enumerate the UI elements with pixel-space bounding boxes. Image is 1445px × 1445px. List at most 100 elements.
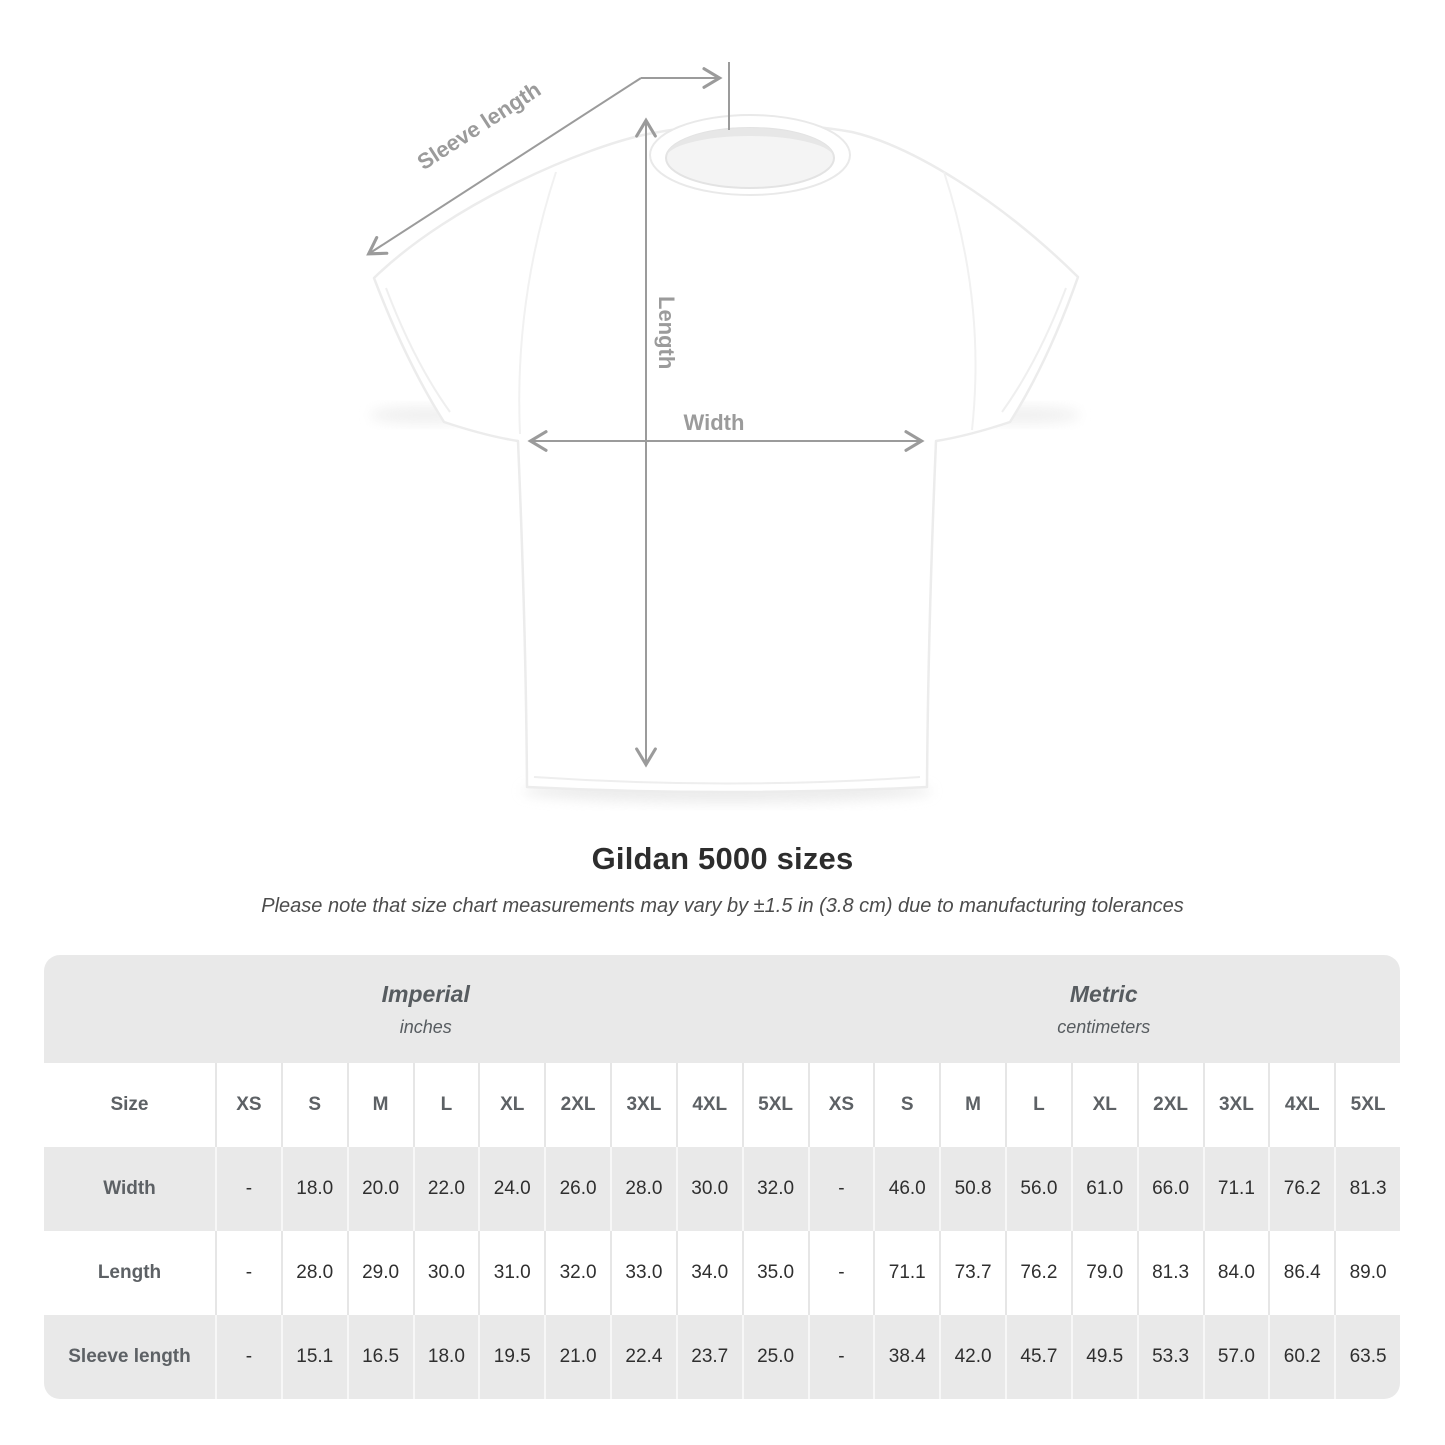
imperial-value-cell: 23.7: [675, 1315, 742, 1399]
size-table: Imperial inches Metric centimeters Size X…: [44, 955, 1400, 1399]
metric-section-header: Metric centimeters: [808, 955, 1401, 1063]
size-header-corner: Size: [44, 1063, 215, 1147]
sleeve-length-arrow-diagonal: [366, 77, 642, 256]
metric-value-cell: 45.7: [1005, 1315, 1071, 1399]
tshirt-silhouette: [372, 122, 1080, 794]
metric-size-header: M: [939, 1063, 1005, 1147]
metric-size-header: 2XL: [1136, 1063, 1203, 1147]
metric-size-header: XS: [807, 1063, 874, 1147]
imperial-size-header: XS: [215, 1063, 281, 1147]
imperial-section-unit: inches: [399, 1016, 452, 1037]
imperial-value-cell: 19.5: [478, 1315, 545, 1399]
metric-value-cell: 56.0: [1005, 1147, 1071, 1231]
imperial-value-cell: 30.0: [412, 1231, 479, 1315]
size-grid: Size XS S M L XL 2XL 3XL 4XL 5XL XS S M L XL 2XL 3XL 4XL 5…: [44, 1063, 1400, 1399]
metric-value-cell: 38.4: [873, 1315, 940, 1399]
metric-value-cell: 73.7: [939, 1231, 1005, 1315]
imperial-value-cell: 32.0: [544, 1231, 610, 1315]
tshirt-measurement-diagram: Sleeve length Length Width: [366, 62, 1080, 803]
imperial-size-header: 5XL: [741, 1063, 808, 1147]
metric-value-cell: 61.0: [1070, 1147, 1137, 1231]
row-label: Sleeve length: [44, 1315, 215, 1399]
imperial-value-cell: 24.0: [478, 1147, 545, 1231]
imperial-value-cell: 25.0: [741, 1315, 808, 1399]
metric-value-cell: -: [807, 1147, 874, 1231]
imperial-size-header: 4XL: [675, 1063, 742, 1147]
imperial-size-header: L: [412, 1063, 479, 1147]
tolerance-note: Please note that size chart measurements…: [261, 895, 1184, 917]
right-sleeve-hem-stitch: [1001, 287, 1067, 413]
imperial-size-header: M: [346, 1063, 413, 1147]
imperial-size-header: XL: [478, 1063, 545, 1147]
hem-stitch: [533, 776, 921, 785]
imperial-value-cell: 35.0: [741, 1231, 808, 1315]
sleeve-length-label: Sleeve length: [413, 77, 546, 175]
imperial-value-cell: -: [215, 1147, 281, 1231]
imperial-value-cell: 28.0: [610, 1147, 676, 1231]
imperial-size-header: 3XL: [610, 1063, 676, 1147]
imperial-value-cell: 18.0: [280, 1147, 347, 1231]
imperial-value-cell: 34.0: [675, 1231, 742, 1315]
metric-value-cell: 57.0: [1202, 1315, 1269, 1399]
imperial-value-cell: 20.0: [346, 1147, 413, 1231]
metric-value-cell: 89.0: [1334, 1231, 1400, 1315]
metric-value-cell: 81.3: [1136, 1231, 1203, 1315]
imperial-value-cell: -: [215, 1315, 281, 1399]
imperial-value-cell: 18.0: [412, 1315, 479, 1399]
imperial-value-cell: 21.0: [544, 1315, 610, 1399]
metric-section-unit: centimeters: [1057, 1016, 1151, 1037]
metric-value-cell: 71.1: [1202, 1147, 1269, 1231]
metric-value-cell: 76.2: [1005, 1231, 1071, 1315]
metric-value-cell: 81.3: [1334, 1147, 1400, 1231]
metric-value-cell: 50.8: [939, 1147, 1005, 1231]
collar-back-shadow: [666, 128, 834, 158]
page-title: Gildan 5000 sizes: [591, 841, 854, 876]
width-label: Width: [684, 410, 745, 435]
imperial-value-cell: 32.0: [741, 1147, 808, 1231]
metric-size-header: 3XL: [1202, 1063, 1269, 1147]
imperial-value-cell: 22.0: [412, 1147, 479, 1231]
imperial-value-cell: 33.0: [610, 1231, 676, 1315]
metric-size-header: 4XL: [1268, 1063, 1335, 1147]
imperial-size-header: S: [280, 1063, 347, 1147]
imperial-value-cell: 28.0: [280, 1231, 347, 1315]
metric-value-cell: 49.5: [1070, 1315, 1137, 1399]
imperial-value-cell: 31.0: [478, 1231, 545, 1315]
left-sleeve-seam: [518, 171, 557, 435]
imperial-value-cell: 15.1: [280, 1315, 347, 1399]
metric-value-cell: 42.0: [939, 1315, 1005, 1399]
metric-value-cell: -: [807, 1315, 874, 1399]
metric-value-cell: 53.3: [1136, 1315, 1203, 1399]
unit-header-band: Imperial inches Metric centimeters: [44, 955, 1400, 1063]
metric-size-header: XL: [1070, 1063, 1137, 1147]
metric-size-header: 5XL: [1334, 1063, 1400, 1147]
metric-value-cell: 86.4: [1268, 1231, 1335, 1315]
metric-value-cell: 79.0: [1070, 1231, 1137, 1315]
left-sleeve-hem-stitch: [385, 287, 451, 413]
imperial-section-header: Imperial inches: [44, 955, 808, 1063]
imperial-section-title: Imperial: [381, 980, 470, 1007]
metric-value-cell: 84.0: [1202, 1231, 1269, 1315]
right-sleeve-seam: [943, 171, 977, 431]
metric-value-cell: 63.5: [1334, 1315, 1400, 1399]
metric-section-title: Metric: [1069, 980, 1138, 1007]
length-label: Length: [654, 296, 679, 369]
imperial-size-header: 2XL: [544, 1063, 610, 1147]
imperial-value-cell: 30.0: [675, 1147, 742, 1231]
imperial-value-cell: 26.0: [544, 1147, 610, 1231]
row-label: Width: [44, 1147, 215, 1231]
imperial-value-cell: -: [215, 1231, 281, 1315]
metric-value-cell: -: [807, 1231, 874, 1315]
metric-value-cell: 46.0: [873, 1147, 940, 1231]
metric-value-cell: 60.2: [1268, 1315, 1335, 1399]
metric-size-header: L: [1005, 1063, 1071, 1147]
imperial-value-cell: 16.5: [346, 1315, 413, 1399]
row-label: Length: [44, 1231, 215, 1315]
imperial-value-cell: 22.4: [610, 1315, 676, 1399]
metric-value-cell: 71.1: [873, 1231, 940, 1315]
metric-value-cell: 76.2: [1268, 1147, 1335, 1231]
metric-value-cell: 66.0: [1136, 1147, 1203, 1231]
imperial-value-cell: 29.0: [346, 1231, 413, 1315]
metric-size-header: S: [873, 1063, 940, 1147]
